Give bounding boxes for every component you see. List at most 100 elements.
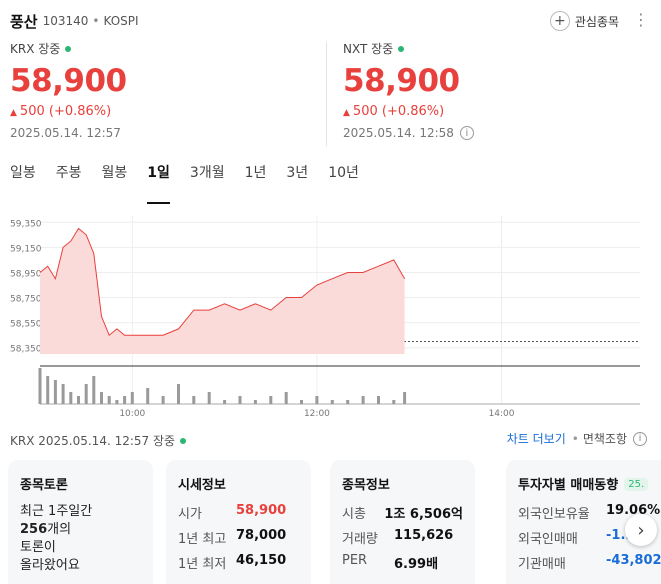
nxt-timestamp: 2025.05.14. 12:58 i	[343, 126, 643, 140]
krx-change-pct: (+0.86%)	[48, 104, 112, 119]
stock-info-card[interactable]: 종목정보 시총 1조 6,506억 거래량 115,626 PER 6.99배	[330, 460, 475, 584]
stock-info-row: 거래량 115,626	[342, 528, 463, 547]
volume-bar	[146, 388, 150, 404]
more-options-icon[interactable]: ⋮	[633, 10, 649, 29]
nxt-price-panel: NXT 장중 58,900 ▲ 500 (+0.86%) 2025.05.14. …	[343, 40, 643, 140]
discussion-card[interactable]: 종목토론 최근 1주일간 256개의 토론이 올라왔어요	[8, 460, 153, 584]
discussion-count-unit: 개의	[47, 522, 72, 537]
row-key: 기관매매	[518, 557, 566, 572]
market-info-row: 시가 58,900	[178, 503, 299, 522]
volume-bar	[69, 392, 73, 404]
period-tabs: 일봉 주봉 월봉 1일 3개월 1년 3년 10년	[10, 162, 379, 204]
row-value: 6.99배	[394, 557, 439, 572]
row-value: 46,150	[236, 553, 287, 568]
disclaimer-link[interactable]: 면책조항	[582, 432, 627, 446]
stock-info-row: PER 6.99배	[342, 553, 463, 572]
info-cards: 종목토론 최근 1주일간 256개의 토론이 올라왔어요 시세정보 시가 58,9…	[8, 460, 661, 584]
volume-bar	[269, 396, 273, 404]
volume-bar	[377, 396, 380, 404]
chart-status: KRX 2025.05.14. 12:57 장중	[10, 432, 187, 449]
volume-bar	[61, 384, 65, 404]
x-tick-label: 12:00	[304, 409, 330, 419]
krx-change-value: 500	[19, 104, 45, 119]
volume-bar	[107, 396, 111, 404]
volume-bar	[84, 384, 88, 404]
status-text: KRX 2025.05.14. 12:57 장중	[10, 434, 176, 448]
y-tick-label: 58,550	[10, 320, 42, 330]
volume-bar	[192, 396, 196, 404]
krx-price: 58,900	[10, 63, 127, 99]
info-icon[interactable]: i	[459, 126, 474, 140]
row-value: 115,626	[394, 528, 454, 543]
x-tick-label: 10:00	[119, 409, 145, 419]
tab-1year[interactable]: 1년	[244, 165, 267, 181]
volume-bar	[223, 400, 227, 404]
volume-bar	[346, 400, 350, 404]
next-arrow-button[interactable]: ›	[625, 514, 657, 546]
stock-name[interactable]: 풍산	[10, 12, 38, 31]
intraday-chart[interactable]: 59,350 59,150 58,950 58,750 58,550 58,350 10:0…	[0, 206, 661, 420]
x-tick-label: 14:00	[489, 409, 515, 419]
separator-dot: •	[92, 14, 100, 28]
volume-bar	[177, 384, 180, 404]
row-key: 거래량	[342, 532, 378, 547]
live-dot-icon	[65, 45, 72, 52]
volume-bar	[115, 400, 119, 404]
volume-bar	[207, 392, 211, 404]
discussion-count-line: 256개의	[20, 521, 141, 539]
volume-bar	[77, 396, 80, 404]
y-tick-label: 58,950	[10, 269, 42, 279]
row-key: 시총	[342, 507, 366, 522]
market-info-card[interactable]: 시세정보 시가 58,900 1년 최고 78,000 1년 최저 46,150	[166, 460, 311, 584]
y-tick-label: 59,150	[10, 244, 42, 254]
investor-card[interactable]: 투자자별 매매동향 25. 외국인보유율 19.06% 외국인매매 -1... 기관매…	[506, 460, 661, 584]
tab-1day[interactable]: 1일	[147, 162, 170, 204]
panel-divider	[326, 42, 327, 146]
discussion-body: 최근 1주일간 256개의 토론이 올라왔어요	[20, 503, 141, 575]
discussion-line: 올라왔어요	[20, 558, 80, 573]
volume-bar	[38, 368, 42, 404]
discussion-line: 토론이	[20, 540, 56, 555]
stock-info-row: 시총 1조 6,506억	[342, 503, 463, 522]
nxt-label-text: NXT 장중	[343, 42, 394, 56]
investor-row: 기관매매 -43,802	[518, 553, 661, 572]
tab-weekly[interactable]: 주봉	[55, 165, 82, 181]
tab-daily[interactable]: 일봉	[10, 165, 36, 181]
row-key: PER	[342, 553, 368, 568]
live-dot-icon	[398, 45, 405, 52]
row-key: 1년 최저	[178, 557, 227, 572]
tab-3years[interactable]: 3년	[286, 165, 309, 181]
krx-timestamp: 2025.05.14. 12:57	[10, 126, 121, 140]
row-value: 78,000	[236, 528, 287, 543]
tab-10years[interactable]: 10년	[328, 165, 359, 181]
stock-code: 103140	[42, 14, 89, 28]
chart-more-link[interactable]: 차트 더보기	[506, 432, 566, 446]
card-title-text: 투자자별 매매동향	[518, 478, 619, 493]
up-triangle-icon: ▲	[10, 108, 17, 118]
y-tick-label: 59,350	[10, 219, 42, 229]
volume-bar	[284, 392, 288, 404]
volume-bar	[238, 396, 242, 404]
tab-3months[interactable]: 3개월	[189, 165, 225, 181]
nxt-change-pct: (+0.86%)	[381, 104, 445, 119]
card-title: 시세정보	[178, 478, 226, 493]
plus-icon: +	[549, 11, 570, 31]
nxt-timestamp-text: 2025.05.14. 12:58	[343, 126, 454, 140]
watchlist-label: 관심종목	[574, 14, 619, 29]
row-key: 외국인보유율	[518, 507, 590, 522]
volume-bar	[403, 392, 407, 404]
krx-change: ▲ 500 (+0.86%)	[10, 104, 310, 119]
tab-monthly[interactable]: 월봉	[101, 165, 128, 181]
price-line	[39, 227, 406, 337]
price-area	[40, 228, 405, 354]
volume-bar	[53, 380, 57, 404]
market-name: KOSPI	[103, 14, 139, 28]
market-info-row: 1년 최고 78,000	[178, 528, 299, 547]
info-icon[interactable]: i	[633, 431, 647, 446]
volume-bar	[361, 396, 365, 404]
stock-header: 풍산 103140 • KOSPI + 관심종목 ⋮	[10, 8, 651, 34]
volume-bar	[130, 392, 134, 404]
watchlist-button[interactable]: + 관심종목	[549, 11, 619, 31]
volume-bar	[161, 396, 165, 404]
